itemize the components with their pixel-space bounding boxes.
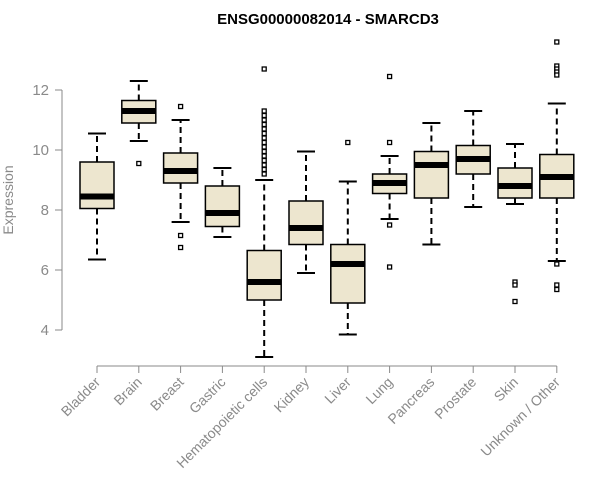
outlier-point	[261, 166, 267, 173]
box-group	[371, 73, 408, 270]
box-group	[497, 143, 533, 305]
outlier-point	[261, 171, 267, 177]
outlier-point	[177, 103, 184, 110]
outlier-point	[261, 144, 267, 150]
box-group	[455, 110, 491, 208]
box-iqr	[79, 161, 115, 210]
x-tick-label: Bladder	[58, 374, 104, 420]
x-tick-label: Prostate	[431, 374, 479, 422]
outlier-point	[261, 66, 267, 72]
box-group	[413, 122, 450, 246]
y-tick-label: 12	[32, 82, 49, 99]
outlier-point	[261, 117, 267, 123]
outlier-point	[261, 162, 267, 168]
outlier-point	[554, 261, 560, 267]
outlier-point	[554, 39, 560, 45]
outlier-point	[554, 286, 560, 293]
chart-title: ENSG00000082014 - SMARCD3	[217, 11, 439, 28]
box-iqr	[413, 150, 450, 199]
outlier-point	[386, 264, 393, 270]
y-axis-label: Expression	[0, 165, 16, 234]
outlier-point	[177, 244, 184, 251]
outlier-point	[261, 130, 267, 137]
outlier-point	[554, 72, 560, 78]
box-iqr	[288, 200, 324, 246]
outlier-point	[386, 73, 393, 80]
outlier-point	[554, 282, 560, 288]
x-tick-label: Kidney	[271, 374, 313, 416]
outlier-point	[261, 139, 267, 146]
x-tick-label: Unknown / Other	[477, 374, 563, 460]
outlier-point	[386, 139, 393, 146]
outlier-point	[261, 108, 267, 114]
y-axis: 4 6 8 10 12	[32, 82, 63, 339]
box-iqr	[330, 243, 366, 304]
y-tick-label: 10	[32, 142, 49, 159]
y-tick-label: 8	[41, 202, 49, 219]
outlier-point	[261, 112, 267, 119]
outlier-point	[177, 232, 184, 239]
outlier-point	[386, 222, 393, 228]
x-tick-label: Skin	[491, 374, 522, 405]
box-group	[246, 66, 282, 358]
box-group	[121, 80, 157, 167]
x-tick-label: Liver	[321, 374, 354, 407]
y-tick-label: 6	[41, 262, 49, 279]
boxes	[79, 39, 575, 358]
x-tick-label: Lung	[362, 374, 395, 407]
box-group	[79, 132, 115, 261]
box-group	[204, 167, 241, 238]
box-group	[162, 103, 199, 251]
outlier-point	[261, 157, 267, 164]
outlier-point	[512, 298, 518, 305]
box-iqr	[204, 185, 241, 228]
outlier-point	[261, 121, 267, 128]
outlier-point	[512, 282, 518, 288]
outlier-point	[261, 135, 267, 141]
outlier-point	[261, 148, 267, 155]
box-iqr	[246, 249, 282, 301]
y-tick-label: 4	[41, 322, 49, 339]
outlier-point	[136, 160, 142, 167]
x-tick-label: Breast	[147, 374, 187, 414]
box-group	[288, 150, 324, 274]
outlier-point	[345, 139, 351, 146]
outlier-point	[261, 153, 267, 159]
box-group	[539, 39, 575, 293]
x-tick-label: Brain	[110, 374, 144, 408]
box-group	[330, 139, 366, 336]
outlier-point	[261, 126, 267, 132]
